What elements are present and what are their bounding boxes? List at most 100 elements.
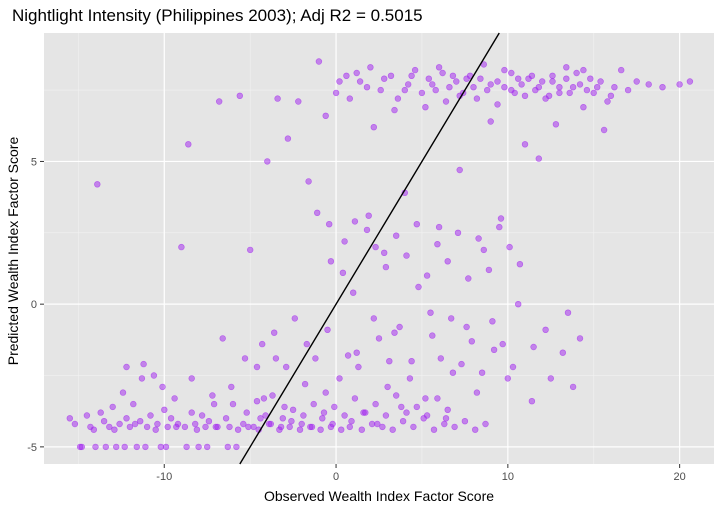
data-point	[71, 420, 79, 428]
data-point	[408, 358, 415, 365]
data-point	[413, 403, 420, 411]
data-point	[580, 66, 587, 74]
data-point	[593, 83, 601, 91]
data-point	[291, 315, 298, 322]
data-point	[415, 283, 422, 291]
data-point	[597, 78, 604, 85]
data-point	[429, 332, 436, 339]
data-point	[403, 409, 410, 416]
reference-line	[239, 32, 500, 465]
data-point	[405, 81, 412, 88]
data-point	[234, 426, 242, 433]
data-point	[542, 326, 549, 333]
data-point	[375, 335, 383, 342]
data-point	[396, 323, 403, 331]
data-point	[322, 389, 329, 396]
data-point	[547, 375, 554, 382]
data-point	[173, 423, 180, 431]
data-point	[569, 83, 577, 91]
data-point	[501, 83, 508, 91]
data-point	[295, 98, 302, 105]
data-point	[286, 423, 293, 431]
data-point	[243, 409, 250, 416]
data-point	[171, 395, 178, 402]
data-point	[327, 423, 335, 431]
data-point	[185, 141, 192, 148]
data-point	[494, 78, 501, 85]
data-point	[111, 426, 118, 433]
data-point	[382, 263, 390, 271]
data-point	[356, 78, 364, 85]
data-point	[542, 95, 549, 102]
data-point	[393, 232, 400, 239]
data-point	[411, 66, 419, 74]
data-point	[442, 98, 450, 105]
data-point	[398, 403, 405, 411]
data-point	[192, 420, 199, 428]
data-point	[351, 218, 359, 225]
data-point	[607, 92, 615, 100]
data-point	[423, 272, 431, 279]
data-point	[222, 415, 230, 422]
data-point	[331, 403, 338, 411]
data-point	[516, 261, 524, 268]
data-point	[209, 392, 216, 399]
data-point	[403, 252, 410, 259]
data-point	[413, 221, 420, 228]
data-point	[611, 83, 618, 91]
data-point	[181, 423, 189, 431]
data-point	[444, 258, 451, 265]
data-point	[100, 418, 108, 425]
data-point	[283, 363, 290, 371]
data-point	[341, 238, 348, 245]
data-point	[229, 400, 237, 408]
data-point	[676, 81, 683, 88]
data-point	[279, 415, 286, 422]
data-point	[305, 178, 312, 185]
data-point	[348, 418, 355, 425]
data-point	[193, 426, 201, 433]
data-point	[112, 443, 120, 451]
data-point	[442, 415, 450, 422]
data-point	[382, 412, 390, 419]
data-point	[336, 78, 343, 85]
data-point	[552, 121, 560, 128]
y-tick-label: 0	[31, 299, 37, 311]
data-point	[580, 103, 587, 111]
data-point	[422, 103, 429, 111]
data-point	[453, 78, 460, 85]
data-point	[477, 75, 484, 82]
chart-title: Nightlight Intensity (Philippines 2003);…	[12, 6, 423, 25]
data-point	[271, 329, 278, 336]
data-point	[350, 289, 357, 296]
x-tick-label: 0	[333, 471, 339, 483]
data-point	[154, 420, 161, 428]
data-point	[470, 83, 477, 91]
data-point	[147, 412, 154, 419]
data-point	[434, 395, 441, 402]
data-point	[66, 415, 74, 422]
data-point	[521, 141, 529, 148]
data-point	[260, 395, 268, 402]
data-point	[514, 75, 522, 82]
data-point	[381, 75, 388, 82]
data-point	[312, 355, 319, 362]
y-tick-label: -5	[27, 442, 37, 454]
data-point	[482, 420, 489, 428]
data-point	[167, 415, 175, 422]
data-point	[363, 226, 371, 234]
data-point	[600, 126, 608, 134]
data-point	[362, 409, 369, 416]
data-point	[102, 443, 110, 451]
data-point	[549, 72, 556, 80]
data-point	[188, 409, 195, 416]
data-point	[338, 426, 345, 433]
x-axis-ticks: -10 0 10 20	[156, 464, 686, 483]
data-point	[458, 360, 465, 368]
data-point	[198, 412, 206, 419]
data-point	[379, 423, 386, 431]
data-point	[435, 223, 443, 231]
data-point	[183, 443, 190, 451]
